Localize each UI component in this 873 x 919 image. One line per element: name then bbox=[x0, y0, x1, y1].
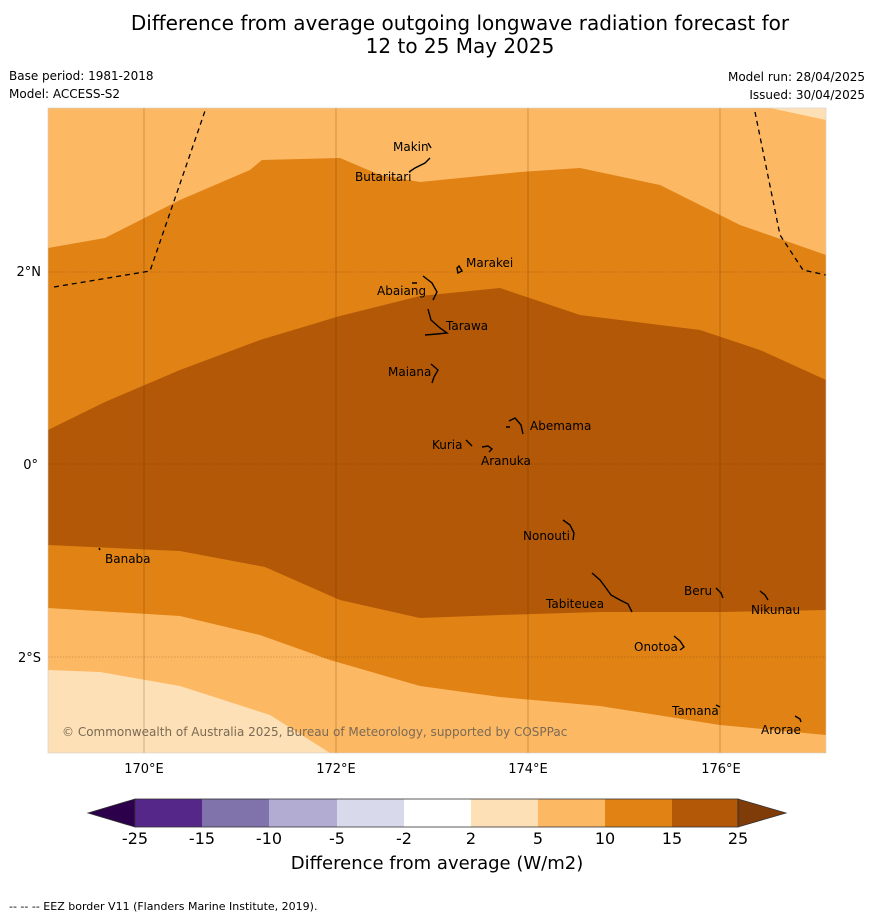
meta-left: Base period: 1981-2018 Model: ACCESS-S2 bbox=[9, 69, 154, 105]
colorbar-bin bbox=[672, 799, 738, 827]
eez-footnote: -- -- -- EEZ border V11 (Flanders Marine… bbox=[9, 900, 318, 913]
colorbar-tick: -15 bbox=[189, 829, 215, 848]
colorbar-bin bbox=[269, 799, 337, 827]
colorbar-bin bbox=[538, 799, 605, 827]
meta-right: Model run: 28/04/2025 Issued: 30/04/2025 bbox=[728, 70, 865, 106]
island-label: Onotoa bbox=[634, 640, 678, 654]
title-line-1: Difference from average outgoing longwav… bbox=[130, 11, 790, 35]
lat-label: 0° bbox=[23, 458, 38, 473]
issued-date: Issued: 30/04/2025 bbox=[749, 88, 865, 102]
lon-label: 172°E bbox=[316, 762, 356, 777]
colorbar-frame bbox=[134, 798, 739, 828]
lat-label: 2°S bbox=[18, 651, 41, 666]
colorbar-bin bbox=[337, 799, 404, 827]
colorbar-tick: -10 bbox=[256, 829, 282, 848]
island-label: Abemama bbox=[530, 419, 591, 433]
island-label: Butaritari bbox=[355, 170, 412, 184]
colorbar: -25 -15 -10 -5 -2 2 5 10 15 25 bbox=[86, 798, 788, 848]
aranuka-outline bbox=[481, 445, 494, 453]
map-title: Difference from average outgoing longwav… bbox=[0, 12, 873, 58]
colorbar-tick: 10 bbox=[595, 829, 615, 848]
island-labels: Makin Butaritari Marakei Abaiang Tarawa … bbox=[105, 140, 801, 737]
title-line-2: 12 to 25 May 2025 bbox=[365, 34, 555, 58]
colorbar-bin bbox=[404, 799, 471, 827]
model-run: Model run: 28/04/2025 bbox=[727, 70, 865, 84]
copyright-notice: © Commonwealth of Australia 2025, Bureau… bbox=[62, 725, 567, 739]
banaba-outline bbox=[98, 547, 101, 551]
colorbar-bin bbox=[202, 799, 269, 827]
maiana-outline bbox=[430, 363, 439, 384]
onotoa-outline bbox=[673, 635, 685, 651]
colorbar-tick: 2 bbox=[466, 829, 476, 848]
island-outlines bbox=[98, 142, 802, 723]
island-label: Abaiang bbox=[377, 284, 426, 298]
tamana-outline bbox=[715, 704, 721, 708]
nonouti-outline bbox=[562, 519, 575, 541]
colorbar-bin bbox=[471, 799, 538, 827]
island-label: Tabiteuea bbox=[545, 597, 604, 611]
abemama-outline bbox=[506, 417, 524, 435]
colorbar-bin bbox=[135, 799, 202, 827]
tarawa-outline bbox=[424, 308, 449, 336]
forecast-map: Makin Butaritari Marakei Abaiang Tarawa … bbox=[17, 107, 827, 848]
eez-border bbox=[53, 108, 826, 288]
island-label: Tarawa bbox=[445, 319, 488, 333]
base-period: Base period: 1981-2018 bbox=[9, 69, 154, 83]
longitude-labels: 170°E 172°E 174°E 176°E bbox=[124, 762, 741, 777]
island-label: Arorae bbox=[761, 723, 801, 737]
kuria-outline bbox=[465, 439, 473, 447]
island-label: Tamana bbox=[671, 704, 719, 718]
island-label: Banaba bbox=[105, 552, 151, 566]
colorbar-tick: -5 bbox=[329, 829, 345, 848]
island-label: Marakei bbox=[466, 256, 513, 270]
colorbar-tick: 25 bbox=[728, 829, 748, 848]
island-label: Aranuka bbox=[481, 454, 531, 468]
tabiteuea-outline bbox=[591, 572, 633, 613]
model-name: Model: ACCESS-S2 bbox=[9, 87, 121, 101]
island-label: Maiana bbox=[388, 365, 431, 379]
abaiang-outline bbox=[412, 275, 438, 301]
colorbar-label: Difference from average (W/m2) bbox=[290, 853, 584, 874]
latitude-labels: 2°N 0° 2°S bbox=[17, 265, 42, 666]
lon-label: 176°E bbox=[701, 762, 741, 777]
colorbar-tick: 15 bbox=[662, 829, 682, 848]
makin-outline bbox=[427, 142, 432, 149]
butaritari-outline bbox=[408, 157, 431, 173]
colorbar-bin bbox=[605, 799, 672, 827]
lon-label: 170°E bbox=[124, 762, 164, 777]
band-15-25 bbox=[48, 288, 826, 618]
nikunau-outline bbox=[759, 590, 769, 601]
graticule bbox=[48, 108, 826, 753]
colorbar-max-extend bbox=[737, 798, 788, 828]
island-label: Nikunau bbox=[751, 603, 800, 617]
map-frame bbox=[47, 107, 827, 754]
island-label: Makin bbox=[393, 140, 429, 154]
marakei-outline bbox=[456, 264, 463, 275]
colorbar-min-extend bbox=[86, 798, 136, 828]
colorbar-tick: 5 bbox=[533, 829, 543, 848]
contour-fill: Makin Butaritari Marakei Abaiang Tarawa … bbox=[48, 108, 826, 753]
colorbar-ticks: -25 -15 -10 -5 -2 2 5 10 15 25 bbox=[122, 829, 748, 848]
island-label: Kuria bbox=[432, 438, 463, 452]
island-label: Beru bbox=[684, 584, 712, 598]
colorbar-tick: -2 bbox=[396, 829, 412, 848]
arorae-outline bbox=[794, 715, 802, 723]
lon-label: 174°E bbox=[508, 762, 548, 777]
island-label: Nonouti bbox=[523, 529, 570, 543]
beru-outline bbox=[715, 587, 724, 599]
lat-label: 2°N bbox=[17, 265, 42, 280]
colorbar-tick: -25 bbox=[122, 829, 148, 848]
